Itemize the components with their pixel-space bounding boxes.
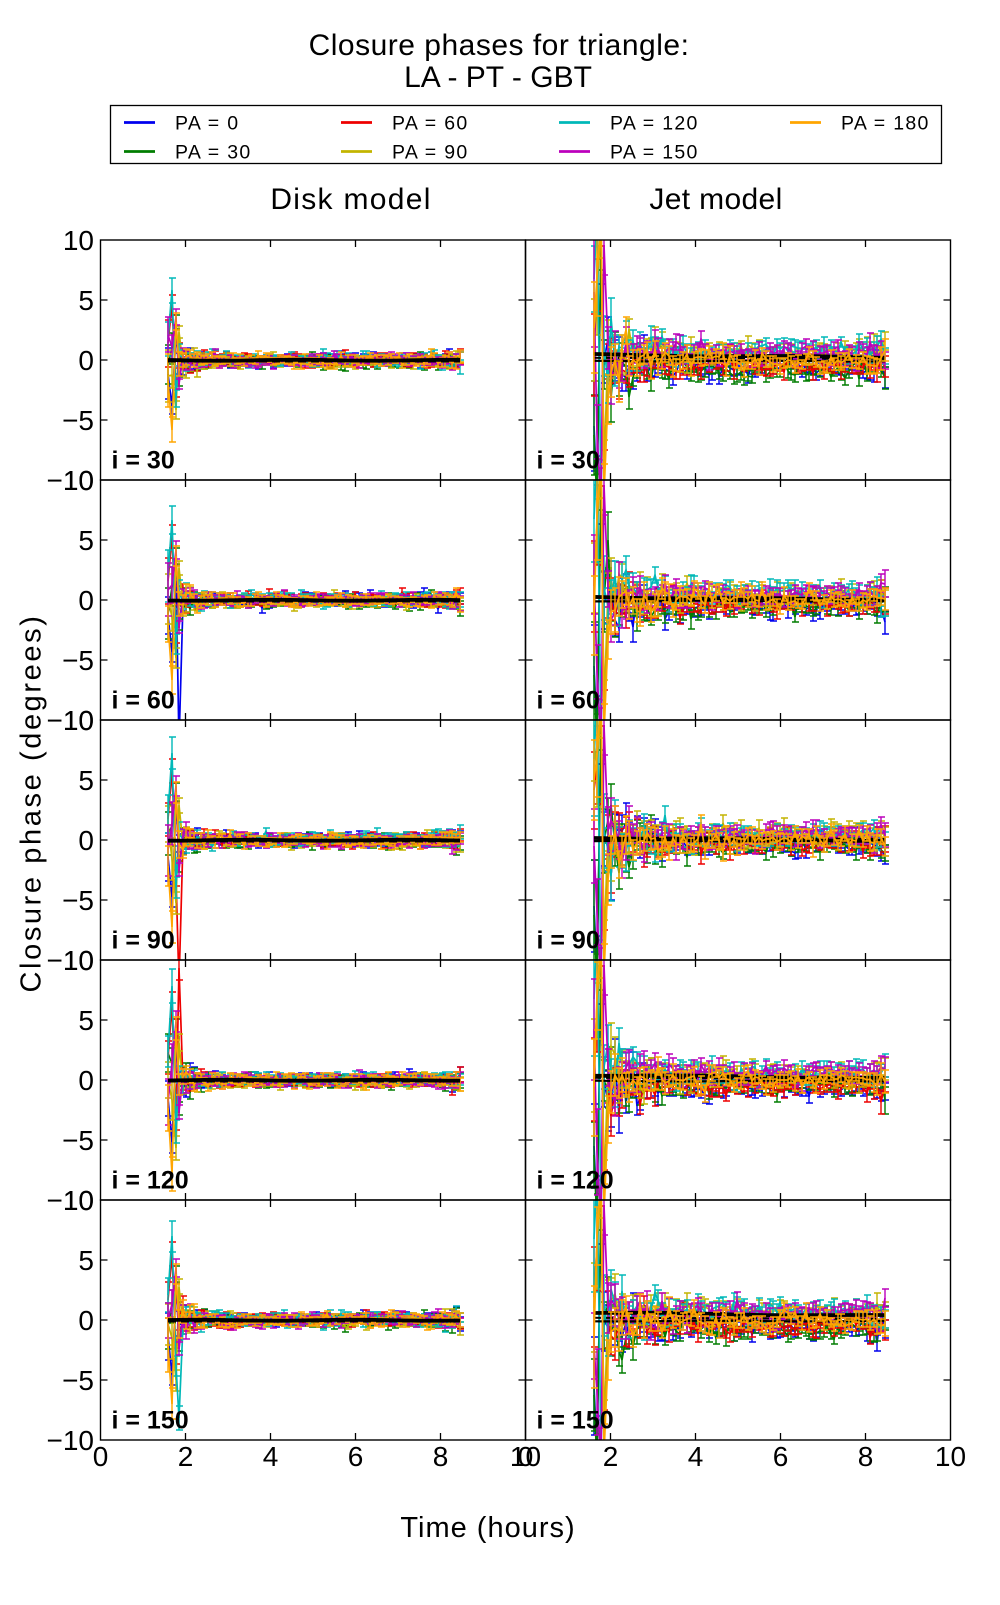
svg-text:PA = 30: PA = 30 xyxy=(175,142,252,164)
svg-text:i = 60: i = 60 xyxy=(112,687,175,715)
svg-text:10: 10 xyxy=(63,705,94,736)
svg-text:i = 60: i = 60 xyxy=(537,687,600,715)
svg-text:10: 10 xyxy=(63,225,94,256)
svg-text:6: 6 xyxy=(348,1441,364,1472)
svg-text:Disk model: Disk model xyxy=(270,183,431,216)
svg-text:5: 5 xyxy=(78,525,94,556)
svg-text:−5: −5 xyxy=(62,1365,94,1396)
svg-text:6: 6 xyxy=(773,1441,789,1472)
svg-text:0: 0 xyxy=(78,1305,94,1336)
svg-text:−10: −10 xyxy=(47,1185,95,1216)
svg-text:Jet model: Jet model xyxy=(649,183,782,216)
svg-text:4: 4 xyxy=(263,1441,279,1472)
svg-text:−10: −10 xyxy=(47,1425,95,1456)
svg-text:2: 2 xyxy=(178,1441,194,1472)
svg-text:i = 30: i = 30 xyxy=(537,447,600,475)
svg-text:−5: −5 xyxy=(62,645,94,676)
svg-text:PA = 0: PA = 0 xyxy=(175,113,239,135)
svg-text:Closure phases for triangle:: Closure phases for triangle: xyxy=(309,29,690,62)
svg-text:Time (hours): Time (hours) xyxy=(400,1512,575,1544)
svg-text:PA = 150: PA = 150 xyxy=(610,142,699,164)
svg-text:−5: −5 xyxy=(62,405,94,436)
svg-text:PA = 120: PA = 120 xyxy=(610,113,699,135)
svg-text:−10: −10 xyxy=(47,705,95,736)
svg-text:10: 10 xyxy=(63,945,94,976)
svg-text:0: 0 xyxy=(78,1065,94,1096)
svg-text:0: 0 xyxy=(518,1441,534,1472)
svg-text:PA = 180: PA = 180 xyxy=(841,113,930,135)
svg-text:8: 8 xyxy=(858,1441,874,1472)
svg-text:i = 120: i = 120 xyxy=(537,1167,614,1195)
svg-text:10: 10 xyxy=(63,465,94,496)
svg-text:0: 0 xyxy=(78,585,94,616)
svg-text:−10: −10 xyxy=(47,465,95,496)
svg-text:i = 30: i = 30 xyxy=(112,447,175,475)
svg-text:2: 2 xyxy=(603,1441,619,1472)
svg-text:5: 5 xyxy=(78,1005,94,1036)
svg-text:LA - PT - GBT: LA - PT - GBT xyxy=(404,61,592,94)
svg-text:i = 90: i = 90 xyxy=(112,927,175,955)
svg-text:5: 5 xyxy=(78,285,94,316)
svg-text:PA = 90: PA = 90 xyxy=(392,142,469,164)
svg-text:10: 10 xyxy=(510,1441,541,1472)
svg-text:4: 4 xyxy=(688,1441,704,1472)
svg-text:0: 0 xyxy=(93,1441,109,1472)
svg-text:5: 5 xyxy=(78,1245,94,1276)
svg-text:i = 150: i = 150 xyxy=(537,1407,614,1435)
svg-text:−5: −5 xyxy=(62,1125,94,1156)
svg-text:0: 0 xyxy=(78,345,94,376)
svg-text:10: 10 xyxy=(935,1441,966,1472)
svg-text:0: 0 xyxy=(78,825,94,856)
svg-text:PA = 60: PA = 60 xyxy=(392,113,469,135)
svg-text:i = 150: i = 150 xyxy=(112,1407,189,1435)
svg-text:5: 5 xyxy=(78,765,94,796)
svg-text:Closure phase (degrees): Closure phase (degrees) xyxy=(16,614,48,993)
svg-text:10: 10 xyxy=(63,1185,94,1216)
svg-text:i = 120: i = 120 xyxy=(112,1167,189,1195)
svg-text:−10: −10 xyxy=(47,945,95,976)
svg-text:−5: −5 xyxy=(62,885,94,916)
svg-text:i = 90: i = 90 xyxy=(537,927,600,955)
svg-text:8: 8 xyxy=(433,1441,449,1472)
